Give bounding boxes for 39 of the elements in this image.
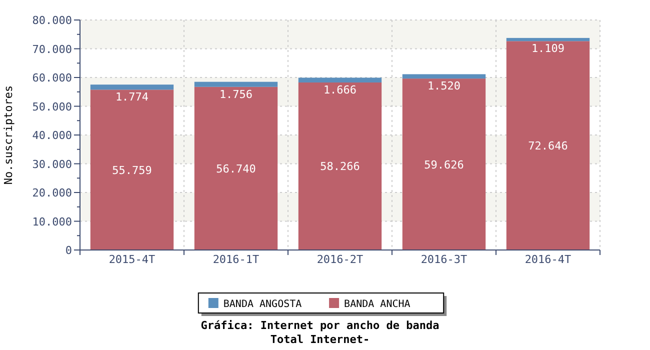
data-label: 59.626: [424, 158, 464, 172]
data-label: 1.520: [427, 80, 461, 93]
data-label: 1.666: [323, 83, 357, 96]
bar: [90, 84, 174, 90]
data-label: 1.109: [531, 42, 565, 56]
legend-label: BANDA ANCHA: [344, 299, 410, 310]
y-tick-label: 30.000: [32, 158, 72, 171]
x-tick-label: 2015-4T: [108, 253, 156, 266]
data-label: 72.646: [528, 140, 568, 153]
bar: [402, 78, 486, 250]
bar: [298, 82, 382, 250]
legend-label: BANDA ANGOSTA: [223, 299, 302, 310]
y-tick-label: 60.000: [32, 72, 72, 84]
data-label: 56.740: [216, 162, 256, 176]
bar: [402, 74, 486, 79]
y-tick-label: 70.000: [32, 42, 72, 56]
y-tick-label: 50.000: [32, 100, 72, 114]
x-tick-label: 2016-3T: [420, 253, 468, 266]
bar: [194, 82, 278, 87]
bar: [298, 78, 382, 82]
bar: [194, 86, 278, 250]
data-label: 55.759: [112, 164, 152, 177]
y-tick-label: 80.000: [32, 14, 72, 27]
x-tick-label: 2016-4T: [524, 253, 572, 266]
y-tick-label: 20.000: [32, 186, 72, 200]
y-axis-title: No.suscriptores: [2, 85, 15, 185]
x-tick-label: 2016-1T: [212, 253, 260, 266]
text: Total Internet-: [270, 333, 370, 346]
y-tick-label: 40.000: [32, 129, 72, 142]
bar: [506, 38, 590, 42]
text: Gráfica: Internet por ancho de banda: [200, 319, 440, 332]
bar: [506, 41, 590, 250]
data-label: 1.774: [115, 90, 149, 104]
data-label: 58.266: [320, 160, 360, 174]
x-tick-label: 2016-2T: [316, 253, 364, 266]
y-tick-label: 10.000: [32, 215, 72, 228]
data-label: 1.756: [219, 88, 253, 101]
bar: [90, 90, 174, 250]
y-tick-label: 0: [65, 244, 72, 257]
